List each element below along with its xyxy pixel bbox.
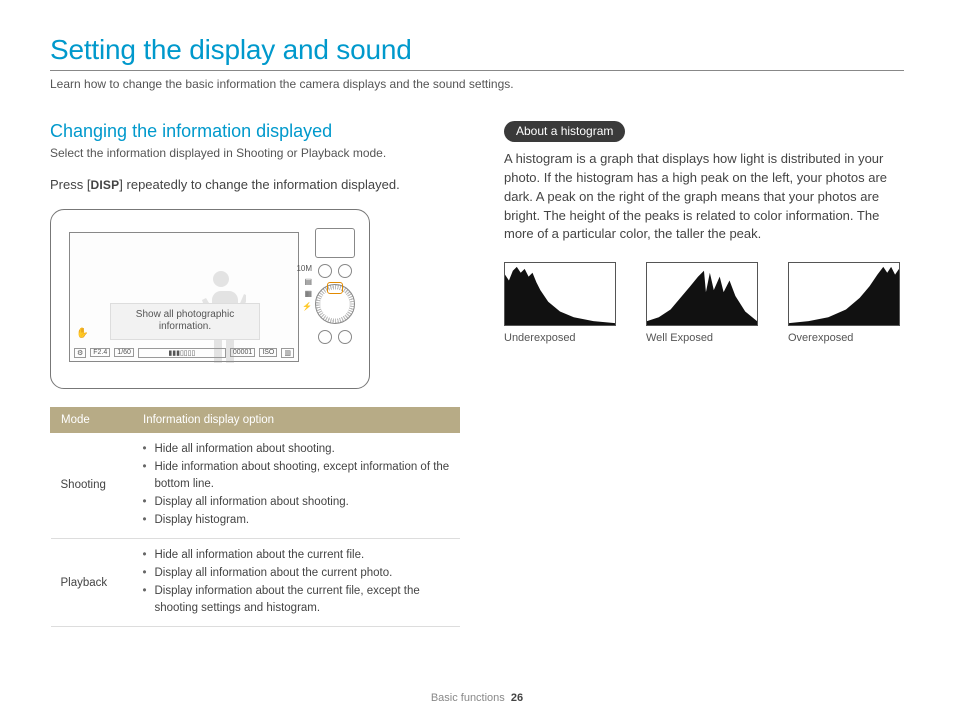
lcd-bottom-bar: ⚙ F2.4 1/60 ▮▮▮▯▯▯▯ 00001 ISO ▥ <box>74 348 294 358</box>
gear-icon: ⚙ <box>74 348 86 358</box>
button-row-top <box>318 264 352 278</box>
instr-post: ] repeatedly to change the information d… <box>119 177 399 192</box>
page-footer: Basic functions 26 <box>0 692 954 704</box>
histogram-label: Well Exposed <box>646 332 758 344</box>
camera-button <box>318 330 332 344</box>
camera-button <box>318 264 332 278</box>
left-column: Changing the information displayed Selec… <box>50 121 460 627</box>
list-item: Hide all information about the current f… <box>143 547 450 565</box>
mode-icon: ▦ <box>290 288 312 301</box>
iso-icon: ISO <box>259 348 277 357</box>
quality-icon: ▤ <box>290 276 312 289</box>
camera-button <box>338 264 352 278</box>
table-row: Shooting Hide all information about shoo… <box>51 432 460 538</box>
mode-cell: Shooting <box>51 432 133 538</box>
section-sub: Select the information displayed in Shoo… <box>50 146 460 160</box>
histogram-label: Overexposed <box>788 332 900 344</box>
lcd-icon-column: 10M ▤ ▦ ⚡ <box>290 263 312 314</box>
list-item: Display histogram. <box>143 512 450 530</box>
histogram-shape-icon <box>647 271 757 325</box>
lcd-tip: Show all photographic information. <box>110 303 260 340</box>
viewfinder-icon <box>315 228 355 258</box>
histogram-shape-icon <box>789 267 899 325</box>
histogram-pill: About a histogram <box>504 121 625 142</box>
exposure-bar: ▮▮▮▯▯▯▯ <box>138 348 226 358</box>
res-icon: 10M <box>290 263 312 276</box>
histogram-row: Underexposed Well Exposed Overexposed <box>504 262 904 344</box>
flash-icon: ⚡ <box>290 301 312 314</box>
camera-lcd: 10M ▤ ▦ ⚡ Show all photographic informat… <box>69 232 299 362</box>
disp-key: DISP <box>90 178 119 192</box>
histogram-overexposed <box>788 262 900 326</box>
histogram-underexposed <box>504 262 616 326</box>
histogram-item: Overexposed <box>788 262 900 344</box>
columns: Changing the information displayed Selec… <box>50 121 904 627</box>
footer-section: Basic functions <box>431 692 505 704</box>
page-title: Setting the display and sound <box>50 34 904 71</box>
histogram-item: Well Exposed <box>646 262 758 344</box>
list-item: Display information about the current fi… <box>143 583 450 619</box>
camera-button <box>338 330 352 344</box>
options-cell: Hide all information about shooting. Hid… <box>133 432 460 538</box>
histogram-shape-icon <box>505 267 615 325</box>
aperture-value: F2.4 <box>90 348 110 357</box>
page-subtitle: Learn how to change the basic informatio… <box>50 77 904 91</box>
camera-illustration: 10M ▤ ▦ ⚡ Show all photographic informat… <box>50 209 370 389</box>
th-option: Information display option <box>133 407 460 432</box>
histogram-item: Underexposed <box>504 262 616 344</box>
list-item: Display all information about shooting. <box>143 494 450 512</box>
hand-icon: ✋ <box>76 328 88 339</box>
info-display-table: Mode Information display option Shooting… <box>50 407 460 627</box>
histogram-well-exposed <box>646 262 758 326</box>
disp-instruction: Press [DISP] repeatedly to change the in… <box>50 176 460 195</box>
list-item: Display all information about the curren… <box>143 565 450 583</box>
th-mode: Mode <box>51 407 133 432</box>
list-item: Hide information about shooting, except … <box>143 459 450 495</box>
control-dial <box>315 284 355 324</box>
table-row: Playback Hide all information about the … <box>51 538 460 626</box>
list-item: Hide all information about shooting. <box>143 441 450 459</box>
mode-cell: Playback <box>51 538 133 626</box>
counter-value: 00001 <box>230 348 255 357</box>
section-heading: Changing the information displayed <box>50 121 460 142</box>
battery-icon: ▥ <box>281 348 294 358</box>
footer-page-number: 26 <box>511 692 523 704</box>
shutter-value: 1/60 <box>114 348 134 357</box>
right-column: About a histogram A histogram is a graph… <box>504 121 904 627</box>
button-row-bottom <box>318 330 352 344</box>
options-cell: Hide all information about the current f… <box>133 538 460 626</box>
camera-controls <box>313 228 357 344</box>
instr-pre: Press [ <box>50 177 90 192</box>
histogram-label: Underexposed <box>504 332 616 344</box>
histogram-para: A histogram is a graph that displays how… <box>504 150 904 244</box>
